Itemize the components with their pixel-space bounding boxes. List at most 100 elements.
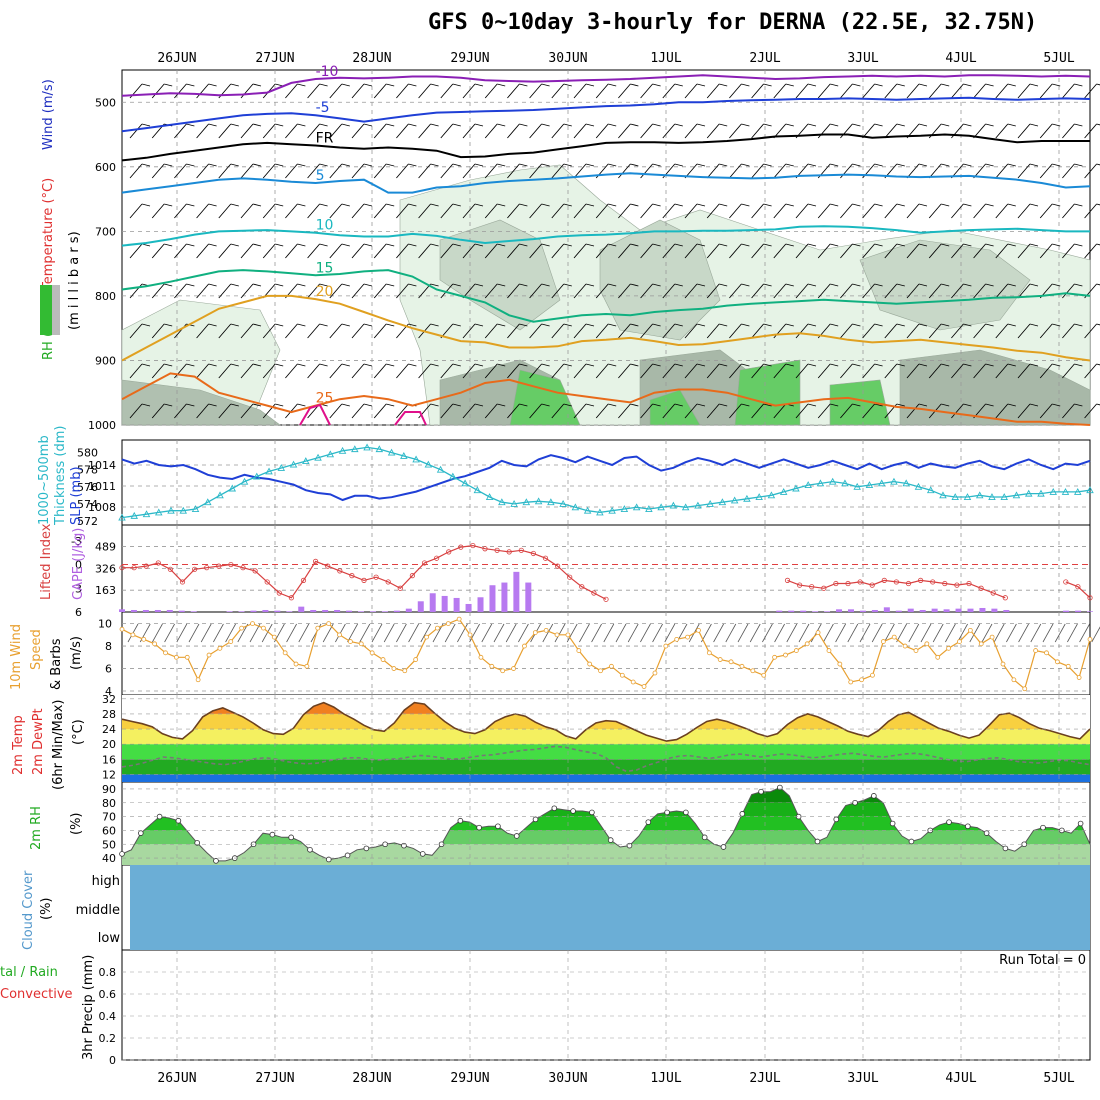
wind-barb-flag [141, 163, 151, 167]
wind-barb-shaft [262, 363, 276, 379]
wind10m-barb [1079, 623, 1090, 643]
wind-barb-shaft [1017, 163, 1031, 179]
li-marker [784, 577, 791, 583]
wind-barb-shaft [573, 283, 587, 299]
wind-marker [761, 672, 767, 678]
li-marker [857, 579, 863, 585]
thickness-tick: 574 [77, 498, 98, 511]
wind-barb-shaft [951, 323, 964, 339]
wind-barb-flag [208, 83, 217, 87]
wind-barb [285, 323, 306, 339]
wind-barb-flag [497, 123, 506, 127]
wind-barb-shaft [573, 203, 587, 219]
date-label-top: 1JUL [650, 51, 681, 66]
wind-barb-flag [963, 83, 972, 87]
wind-barb-flag [608, 403, 617, 407]
wind-barb [640, 163, 661, 179]
wind-barb-flag [164, 243, 173, 247]
wind-marker [728, 659, 734, 665]
wind-barb [373, 203, 395, 219]
wind-barb-flag [985, 323, 994, 327]
wind-barb-shaft [285, 123, 298, 139]
wind-barb [1039, 363, 1061, 379]
wind-barb-flag [452, 83, 461, 87]
wind-barb-shaft [218, 323, 232, 339]
wind-barb-flag [763, 83, 772, 87]
wind-barb [862, 203, 883, 219]
wind-barb [973, 243, 994, 259]
wind-barb-flag [141, 203, 151, 207]
wind-barb-shaft [751, 163, 764, 179]
wind-barb [1062, 243, 1083, 259]
wind-barb-flag [541, 163, 550, 167]
date-label-top: 5JUL [1043, 51, 1074, 66]
wind-barb-shaft [862, 83, 875, 99]
wind-barb [595, 363, 617, 379]
wind-barb [507, 323, 528, 339]
wind-barb-shaft [129, 163, 143, 179]
thickness-marker [179, 506, 188, 514]
wind-barb [729, 203, 750, 219]
wind-marker [435, 625, 440, 631]
wind-barb [418, 83, 439, 99]
li-marker [240, 565, 246, 571]
wind-barb-shaft [174, 83, 187, 99]
rh-marker [965, 823, 971, 830]
temp-ylabel-group-2: 2m DewPt [31, 708, 46, 775]
cape-bar [142, 609, 149, 612]
wind-barb-flag [1029, 403, 1039, 407]
thickness-marker [547, 498, 555, 506]
li-marker [796, 582, 803, 588]
cape-bar [190, 611, 197, 612]
cape-bar [130, 609, 137, 612]
wind-barb [240, 163, 262, 179]
wind-barb-flag [452, 123, 461, 127]
wind-barb [440, 363, 461, 379]
wind-barb-flag [852, 243, 861, 247]
rh-marker [213, 858, 219, 864]
thickness-marker [363, 443, 371, 451]
wind-barb-shaft [951, 83, 964, 99]
thickness-marker [988, 493, 996, 500]
wind-barb [1084, 323, 1100, 339]
wind-barb-shaft [174, 123, 187, 139]
wind-barb [795, 283, 817, 299]
wind-barb [573, 123, 595, 139]
li-marker [603, 596, 609, 602]
li-marker [433, 555, 440, 561]
wind-barb-flag [630, 243, 639, 247]
wind-barb-flag [497, 363, 506, 367]
temp-label-2: 2m DewPt [31, 708, 46, 775]
thickness-marker [657, 503, 665, 511]
panel-frame-wind [121, 611, 1091, 696]
wind10m-barb [627, 623, 639, 643]
thickness-marker [804, 481, 812, 489]
wind-barb-flag [1074, 123, 1083, 127]
wind-barb-flag [1096, 83, 1100, 86]
wind-barb-shaft [773, 163, 787, 179]
wind-barb [618, 163, 639, 179]
wind-barb [928, 203, 950, 219]
wind-barb-flag [408, 363, 417, 367]
rh-marker [739, 811, 746, 817]
wind-barb [906, 283, 928, 299]
wind-barb-shaft [329, 323, 343, 339]
rh-marker [532, 816, 539, 823]
li-marker [978, 585, 984, 591]
wind-barb [240, 363, 262, 379]
rh-marker [908, 838, 915, 845]
wind-barb [928, 243, 950, 259]
wind-barb-shaft [795, 323, 809, 339]
wind-barb [396, 83, 417, 99]
cape-bar [931, 608, 938, 612]
wind-barb-flag [230, 243, 239, 247]
wind-barb-shaft [484, 283, 498, 299]
wind-barb [640, 403, 661, 419]
wind-barb [484, 83, 506, 99]
wind-barb [373, 363, 395, 379]
wind-barb-shaft [1017, 203, 1031, 219]
wind-marker [173, 654, 179, 660]
wind-barb-flag [164, 203, 173, 207]
wind10m-barb [164, 623, 175, 643]
wind-barb-shaft [196, 243, 209, 259]
